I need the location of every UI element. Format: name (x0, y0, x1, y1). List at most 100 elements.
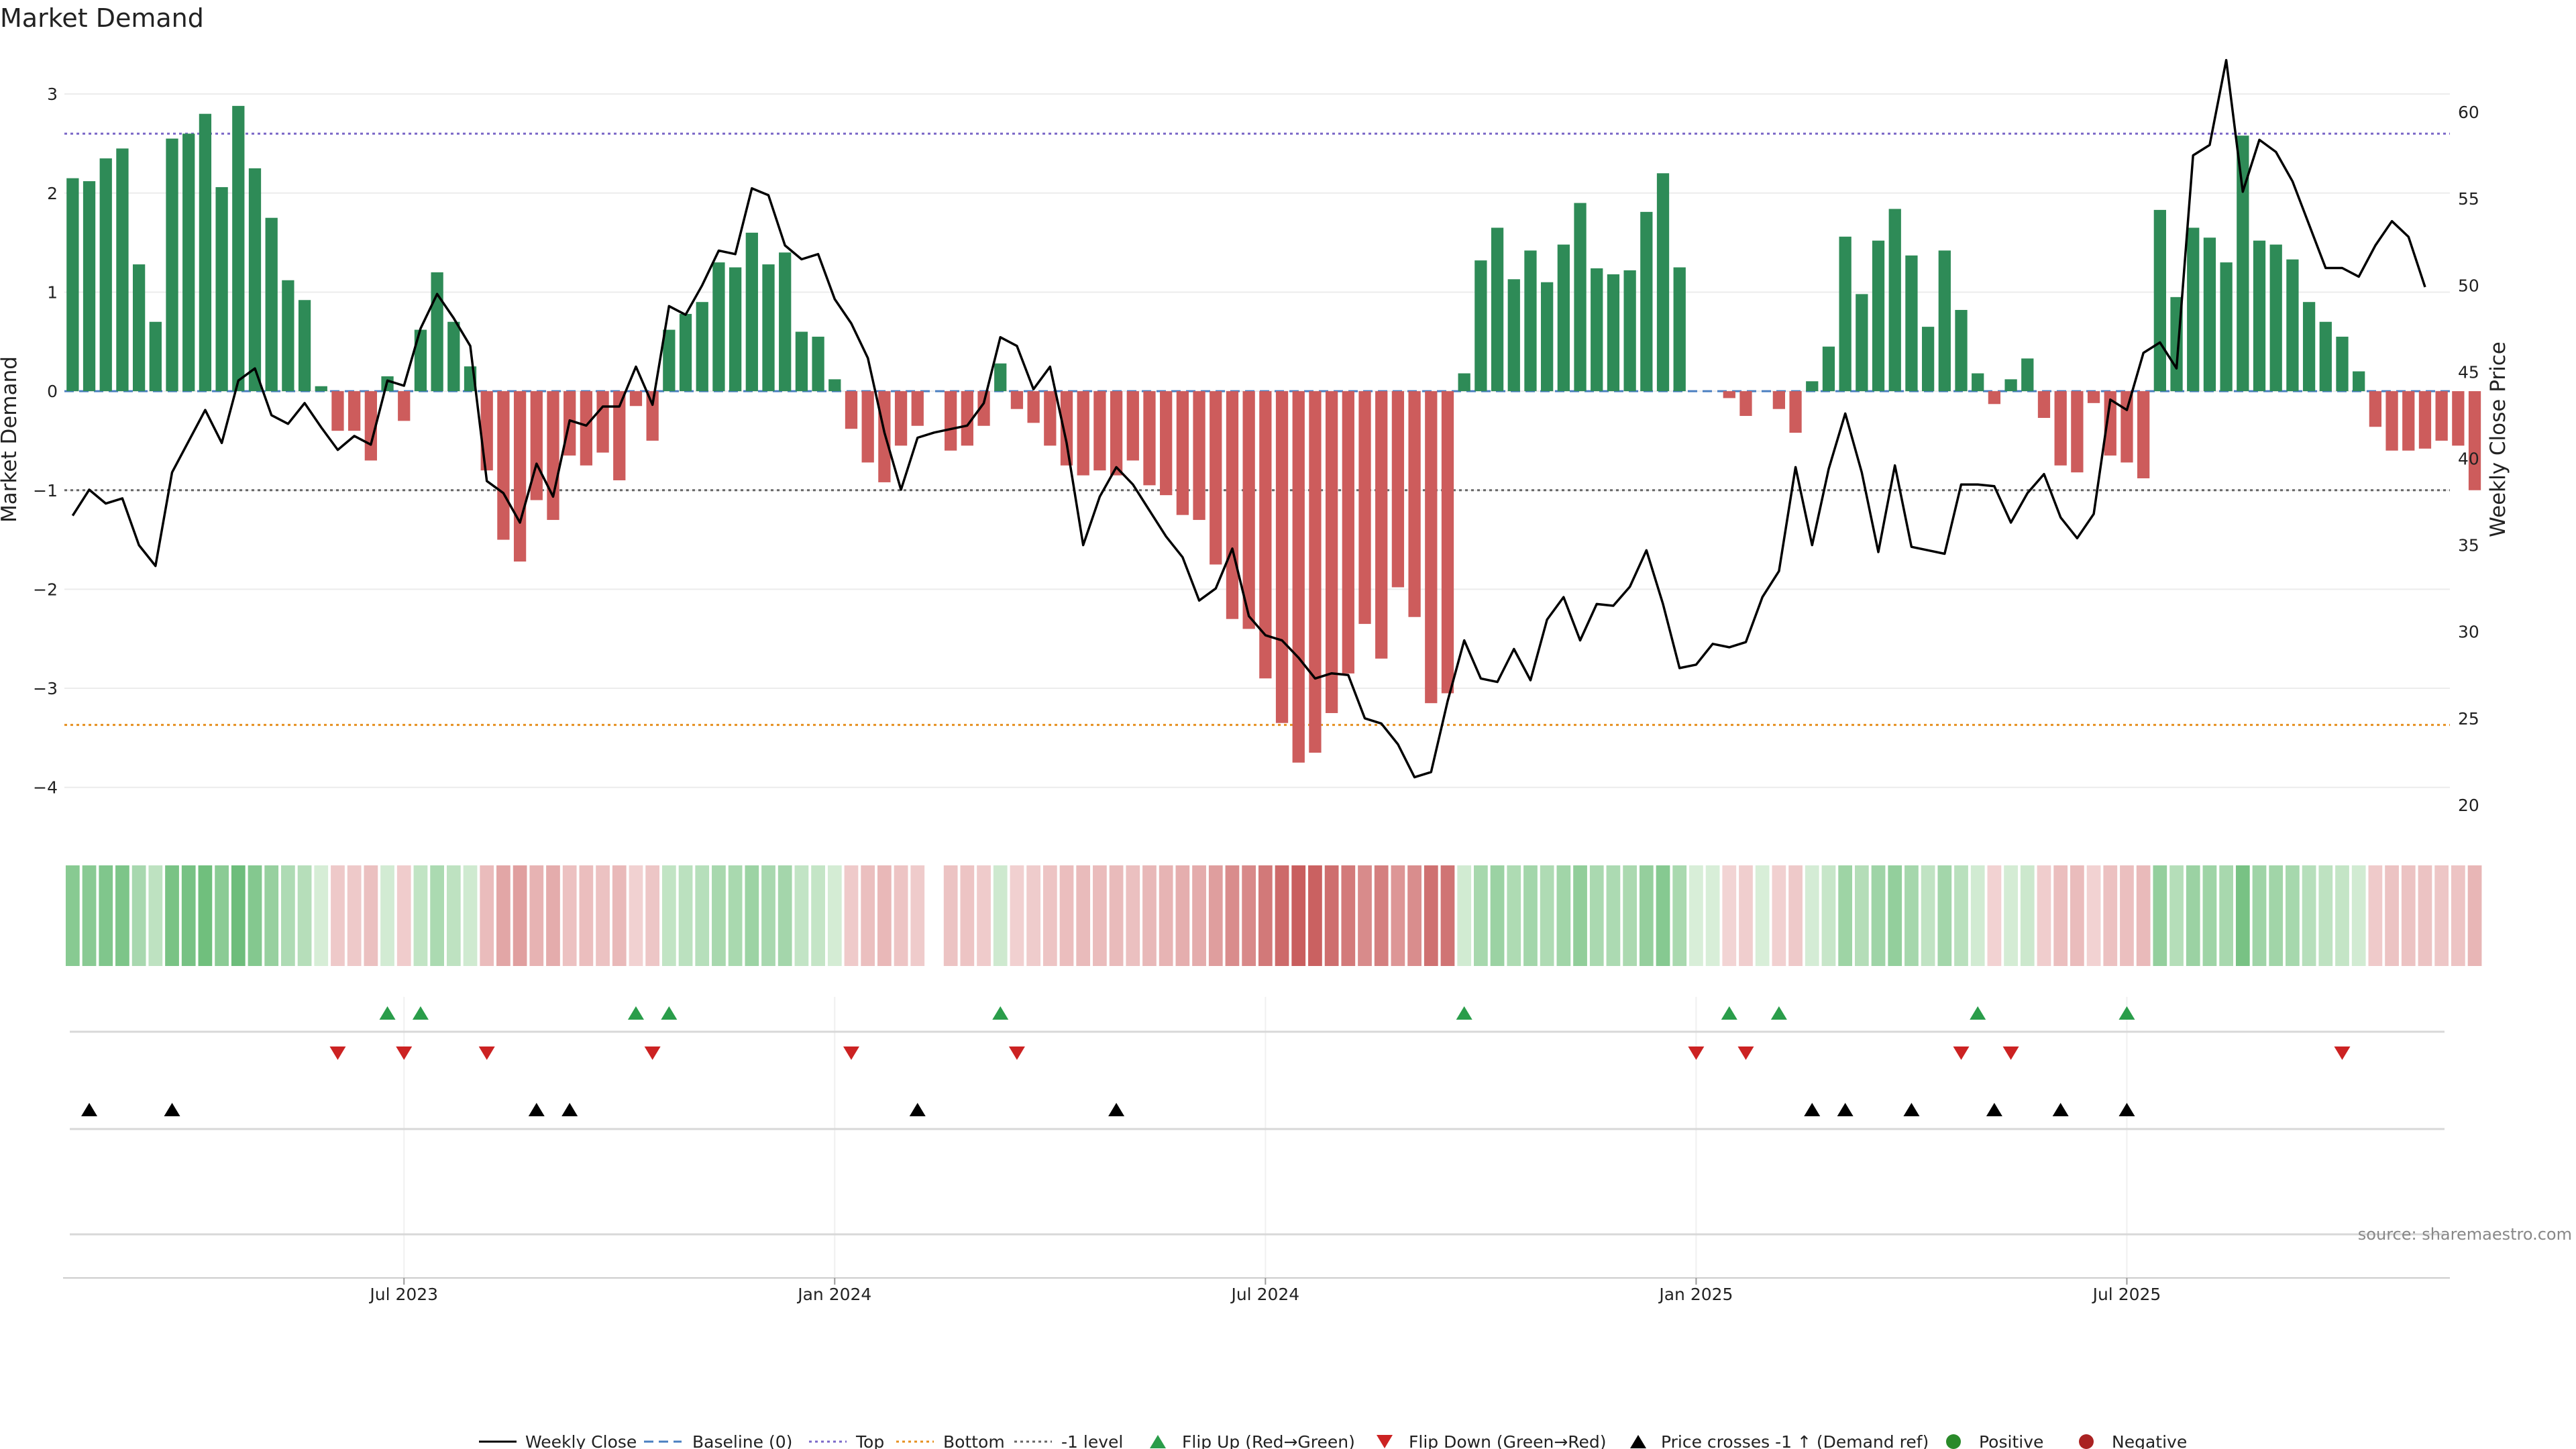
demand-bar-negative (497, 391, 510, 540)
heat-cell (794, 865, 809, 966)
demand-bar-positive (2302, 302, 2316, 392)
reference-levels (64, 132, 2450, 727)
y-tick-right: 50 (2458, 276, 2479, 295)
flip-down-marker (2334, 1046, 2351, 1060)
heat-cell (1026, 865, 1040, 966)
heat-cell (1540, 865, 1554, 966)
heat-cell (695, 865, 710, 966)
demand-bar-negative (1027, 391, 1040, 423)
heat-cell (1523, 865, 1538, 966)
y-tick-left: −2 (33, 580, 58, 599)
flip-down-marker (843, 1046, 859, 1060)
demand-bar-negative (1242, 391, 1255, 629)
heat-cell (612, 865, 627, 966)
heat-cell (1391, 865, 1405, 966)
legend-positive: Positive (1979, 1432, 2043, 1449)
legend-flip-up-icon (1150, 1435, 1166, 1448)
demand-bar-positive (2203, 237, 2216, 392)
x-tick-label: Jul 2025 (2092, 1285, 2161, 1304)
demand-bar-positive (2187, 227, 2200, 392)
heat-cell (645, 865, 660, 966)
y-tick-right: 20 (2458, 796, 2479, 815)
demand-bar-positive (1938, 250, 1951, 392)
demand-bar-negative (1789, 391, 1802, 433)
heat-cell (1225, 865, 1240, 966)
flip-down-marker (2002, 1046, 2019, 1060)
heat-cell (2219, 865, 2233, 966)
demand-bar-positive (1673, 267, 1686, 392)
demand-bar-negative (2104, 391, 2116, 456)
demand-bars (66, 105, 2481, 763)
heat-cell (1854, 865, 1869, 966)
demand-bar-positive (745, 232, 758, 392)
heat-cell (297, 865, 312, 966)
y-tick-left: 3 (47, 85, 58, 104)
heat-cell (728, 865, 743, 966)
demand-bar-negative (961, 391, 973, 446)
y-tick-left: 1 (47, 282, 58, 302)
price-cross-marker (528, 1103, 545, 1116)
heat-cell (629, 865, 643, 966)
heat-cell (943, 865, 958, 966)
demand-bar-negative (894, 391, 908, 446)
heat-cell (248, 865, 262, 966)
heat-cell (1573, 865, 1587, 966)
x-tick-label: Jul 2023 (368, 1285, 438, 1304)
demand-bar-positive (149, 321, 162, 392)
heat-cell (165, 865, 179, 966)
heat-cell (496, 865, 511, 966)
demand-bar-positive (1574, 203, 1587, 392)
heat-cell (761, 865, 775, 966)
heat-cell (1772, 865, 1786, 966)
heat-cell (1821, 865, 1836, 966)
heat-cell (1440, 865, 1455, 966)
heat-cell (579, 865, 594, 966)
heat-cell (2467, 865, 2482, 966)
heat-cell (562, 865, 577, 966)
demand-bar-negative (2369, 391, 2382, 427)
demand-bar-positive (83, 181, 96, 392)
demand-bar-negative (1375, 391, 1388, 659)
y-tick-right: 40 (2458, 449, 2479, 468)
price-cross-marker (2118, 1103, 2135, 1116)
demand-bar-negative (1292, 391, 1305, 763)
demand-bar-positive (1822, 346, 1835, 392)
demand-bar-negative (911, 391, 924, 426)
price-cross-marker (2052, 1103, 2069, 1116)
heat-cell (993, 865, 1008, 966)
heat-cell (2434, 865, 2449, 966)
legend-price-cross: Price crosses -1 ↑ (Demand ref) (1661, 1432, 1929, 1449)
heat-cell (1324, 865, 1339, 966)
heat-cell (396, 865, 411, 966)
heat-cell (446, 865, 461, 966)
heat-cell (811, 865, 825, 966)
heat-cell (2451, 865, 2465, 966)
demand-bar-positive (215, 186, 228, 392)
y-tick-left: −1 (33, 481, 58, 500)
demand-bar-positive (2004, 379, 2017, 392)
demand-bar-positive (2220, 262, 2233, 392)
demand-bar-negative (1143, 391, 1156, 486)
heat-cell (131, 865, 146, 966)
flip-up-marker (992, 1006, 1009, 1020)
flip-down-marker (396, 1046, 413, 1060)
heat-cell (347, 865, 362, 966)
heat-cell (463, 865, 478, 966)
demand-bar-positive (1507, 279, 1520, 392)
demand-bar-positive (1806, 381, 1819, 392)
heat-cell (1192, 865, 1206, 966)
heat-cell (827, 865, 842, 966)
legend-positive-icon (1946, 1434, 1961, 1449)
flip-down-marker (329, 1046, 346, 1060)
heat-cell (960, 865, 975, 966)
flip-up-marker (412, 1006, 429, 1020)
chart-title: Market Demand (0, 3, 204, 33)
demand-bar-negative (398, 391, 411, 421)
demand-bar-positive (1955, 310, 1968, 392)
demand-bar-negative (1160, 391, 1173, 496)
heat-cell (2070, 865, 2084, 966)
demand-bar-positive (1458, 373, 1470, 392)
demand-bar-negative (1425, 391, 1438, 704)
demand-bar-negative (629, 391, 643, 407)
x-tick-label: Jan 2025 (1658, 1285, 1733, 1304)
